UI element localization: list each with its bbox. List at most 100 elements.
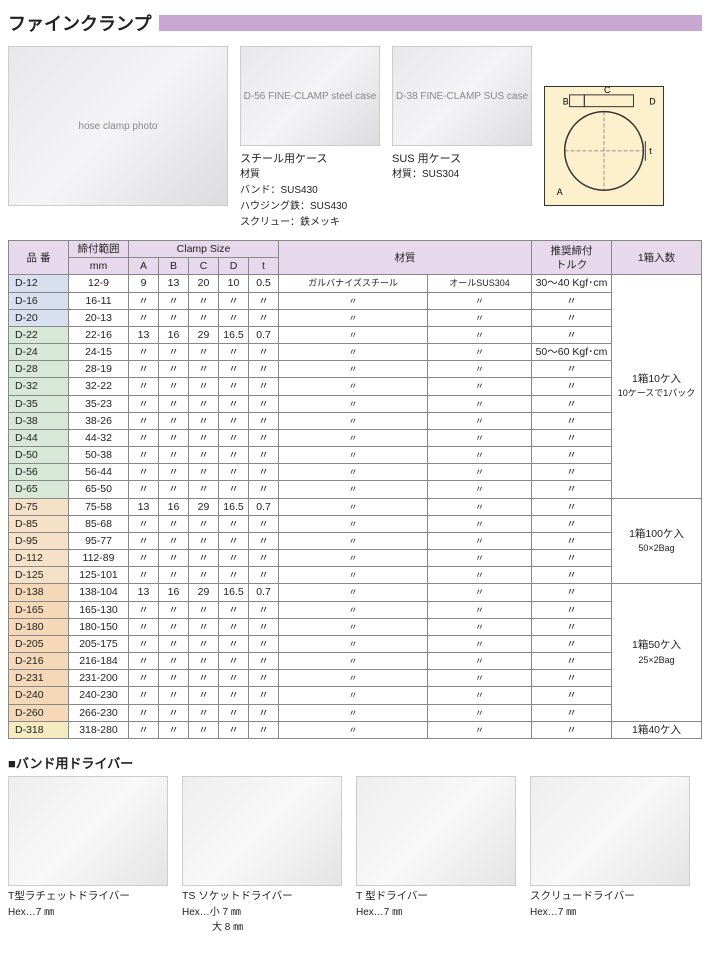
table-row: D-138138-10413162916.50.7〃〃〃1箱50ケ入25×2Ba… (9, 584, 702, 601)
cell-model: D-318 (9, 721, 69, 738)
cell-mat2: 〃 (427, 498, 531, 515)
cell-range: 138-104 (69, 584, 129, 601)
th-clamp-size: Clamp Size (129, 241, 279, 258)
table-row: D-2424-15〃〃〃〃〃〃〃50～60 Kgf･cm (9, 344, 702, 361)
cell-range: 50-38 (69, 447, 129, 464)
cell-cs-t: 〃 (249, 567, 279, 584)
cell-mat1: 〃 (279, 344, 428, 361)
cell-mat1: 〃 (279, 704, 428, 721)
driver-3-name: スクリュードライバー (530, 888, 690, 903)
diagram-label-a: A (557, 187, 563, 197)
cell-model: D-205 (9, 635, 69, 652)
cell-cs-t: 〃 (249, 309, 279, 326)
table-row: D-6565-50〃〃〃〃〃〃〃〃 (9, 481, 702, 498)
cell-torque: 〃 (532, 395, 612, 412)
cell-mat2: 〃 (427, 326, 531, 343)
cell-cs-a: 〃 (129, 412, 159, 429)
cell-cs-t: 〃 (249, 704, 279, 721)
cell-cs-a: 9 (129, 275, 159, 292)
th-material: 材質 (279, 241, 532, 275)
cell-mat1: 〃 (279, 412, 428, 429)
cell-model: D-12 (9, 275, 69, 292)
cell-cs-a: 〃 (129, 361, 159, 378)
cell-qty: 1箱50ケ入25×2Bag (612, 584, 702, 721)
cell-cs-b: 〃 (159, 601, 189, 618)
cell-cs-c: 〃 (189, 395, 219, 412)
case-steel-spec0: 材質 (240, 168, 380, 182)
cell-torque: 〃 (532, 584, 612, 601)
cell-range: 56-44 (69, 464, 129, 481)
spec-table: 品 番 締付範囲 Clamp Size 材質 推奨締付 トルク 1箱入数 mm … (8, 240, 702, 739)
cell-range: 32-22 (69, 378, 129, 395)
table-row: D-5050-38〃〃〃〃〃〃〃〃 (9, 447, 702, 464)
cell-cs-t: 〃 (249, 515, 279, 532)
cell-cs-c: 29 (189, 498, 219, 515)
cell-cs-t: 〃 (249, 395, 279, 412)
cell-torque: 〃 (532, 412, 612, 429)
th-model: 品 番 (9, 241, 69, 275)
cell-cs-a: 〃 (129, 464, 159, 481)
driver-1: TS ソケットドライバー Hex…小 7 ㎜ 大 8 ㎜ (182, 776, 342, 933)
cell-mat2: 〃 (427, 361, 531, 378)
driver-2-sub: Hex…7 ㎜ (356, 903, 516, 918)
cell-cs-c: 〃 (189, 704, 219, 721)
cell-cs-b: 〃 (159, 635, 189, 652)
case-sus-label: SUS 用ケース (392, 150, 532, 166)
cell-torque: 〃 (532, 515, 612, 532)
th-torque: 推奨締付 トルク (532, 241, 612, 275)
cell-cs-c: 〃 (189, 532, 219, 549)
cell-cs-a: 〃 (129, 670, 159, 687)
case-steel-spec2: ハウジング鉄：SUS430 (240, 200, 380, 214)
cell-cs-a: 〃 (129, 481, 159, 498)
cell-cs-t: 〃 (249, 378, 279, 395)
cell-cs-d: 〃 (219, 292, 249, 309)
diagram-label-c: C (604, 87, 611, 95)
cell-cs-d: 〃 (219, 721, 249, 738)
cell-mat1: 〃 (279, 309, 428, 326)
cell-model: D-240 (9, 687, 69, 704)
cell-mat2: 〃 (427, 670, 531, 687)
cell-cs-d: 〃 (219, 618, 249, 635)
table-row: D-9595-77〃〃〃〃〃〃〃〃 (9, 532, 702, 549)
table-row: D-216216-184〃〃〃〃〃〃〃〃 (9, 653, 702, 670)
cell-mat2: 〃 (427, 687, 531, 704)
th-cs-d: D (219, 258, 249, 275)
driver-2-name: T 型ドライバー (356, 888, 516, 903)
cell-mat1: 〃 (279, 601, 428, 618)
cell-mat2: 〃 (427, 464, 531, 481)
cell-qty: 1箱10ケ入10ケースで1パック (612, 275, 702, 498)
table-row: D-3535-23〃〃〃〃〃〃〃〃 (9, 395, 702, 412)
cell-range: 16-11 (69, 292, 129, 309)
cell-model: D-85 (9, 515, 69, 532)
cell-cs-c: 〃 (189, 429, 219, 446)
diagram-label-d: D (649, 97, 655, 107)
cell-range: 20-13 (69, 309, 129, 326)
cell-cs-a: 13 (129, 498, 159, 515)
cell-mat1: 〃 (279, 447, 428, 464)
cell-cs-t: 〃 (249, 721, 279, 738)
cell-mat1: 〃 (279, 361, 428, 378)
cell-cs-d: 〃 (219, 361, 249, 378)
cell-range: 180-150 (69, 618, 129, 635)
dimension-diagram: B C D A t (544, 86, 664, 206)
cell-cs-b: 〃 (159, 515, 189, 532)
cell-cs-t: 〃 (249, 361, 279, 378)
cell-mat2: 〃 (427, 429, 531, 446)
cell-mat1: 〃 (279, 481, 428, 498)
cell-mat2: 〃 (427, 584, 531, 601)
cell-cs-a: 〃 (129, 721, 159, 738)
cell-torque: 〃 (532, 618, 612, 635)
cell-cs-d: 〃 (219, 412, 249, 429)
cell-mat2: 〃 (427, 550, 531, 567)
case-sus-spec0: 材質：SUS304 (392, 168, 532, 182)
table-row: D-2222-1613162916.50.7〃〃〃 (9, 326, 702, 343)
cell-cs-c: 〃 (189, 618, 219, 635)
cell-cs-a: 〃 (129, 344, 159, 361)
cell-mat1: 〃 (279, 498, 428, 515)
cell-model: D-24 (9, 344, 69, 361)
table-row: D-3232-22〃〃〃〃〃〃〃〃 (9, 378, 702, 395)
cell-cs-d: 〃 (219, 635, 249, 652)
cell-cs-t: 〃 (249, 635, 279, 652)
cell-cs-b: 〃 (159, 344, 189, 361)
cell-torque: 〃 (532, 378, 612, 395)
